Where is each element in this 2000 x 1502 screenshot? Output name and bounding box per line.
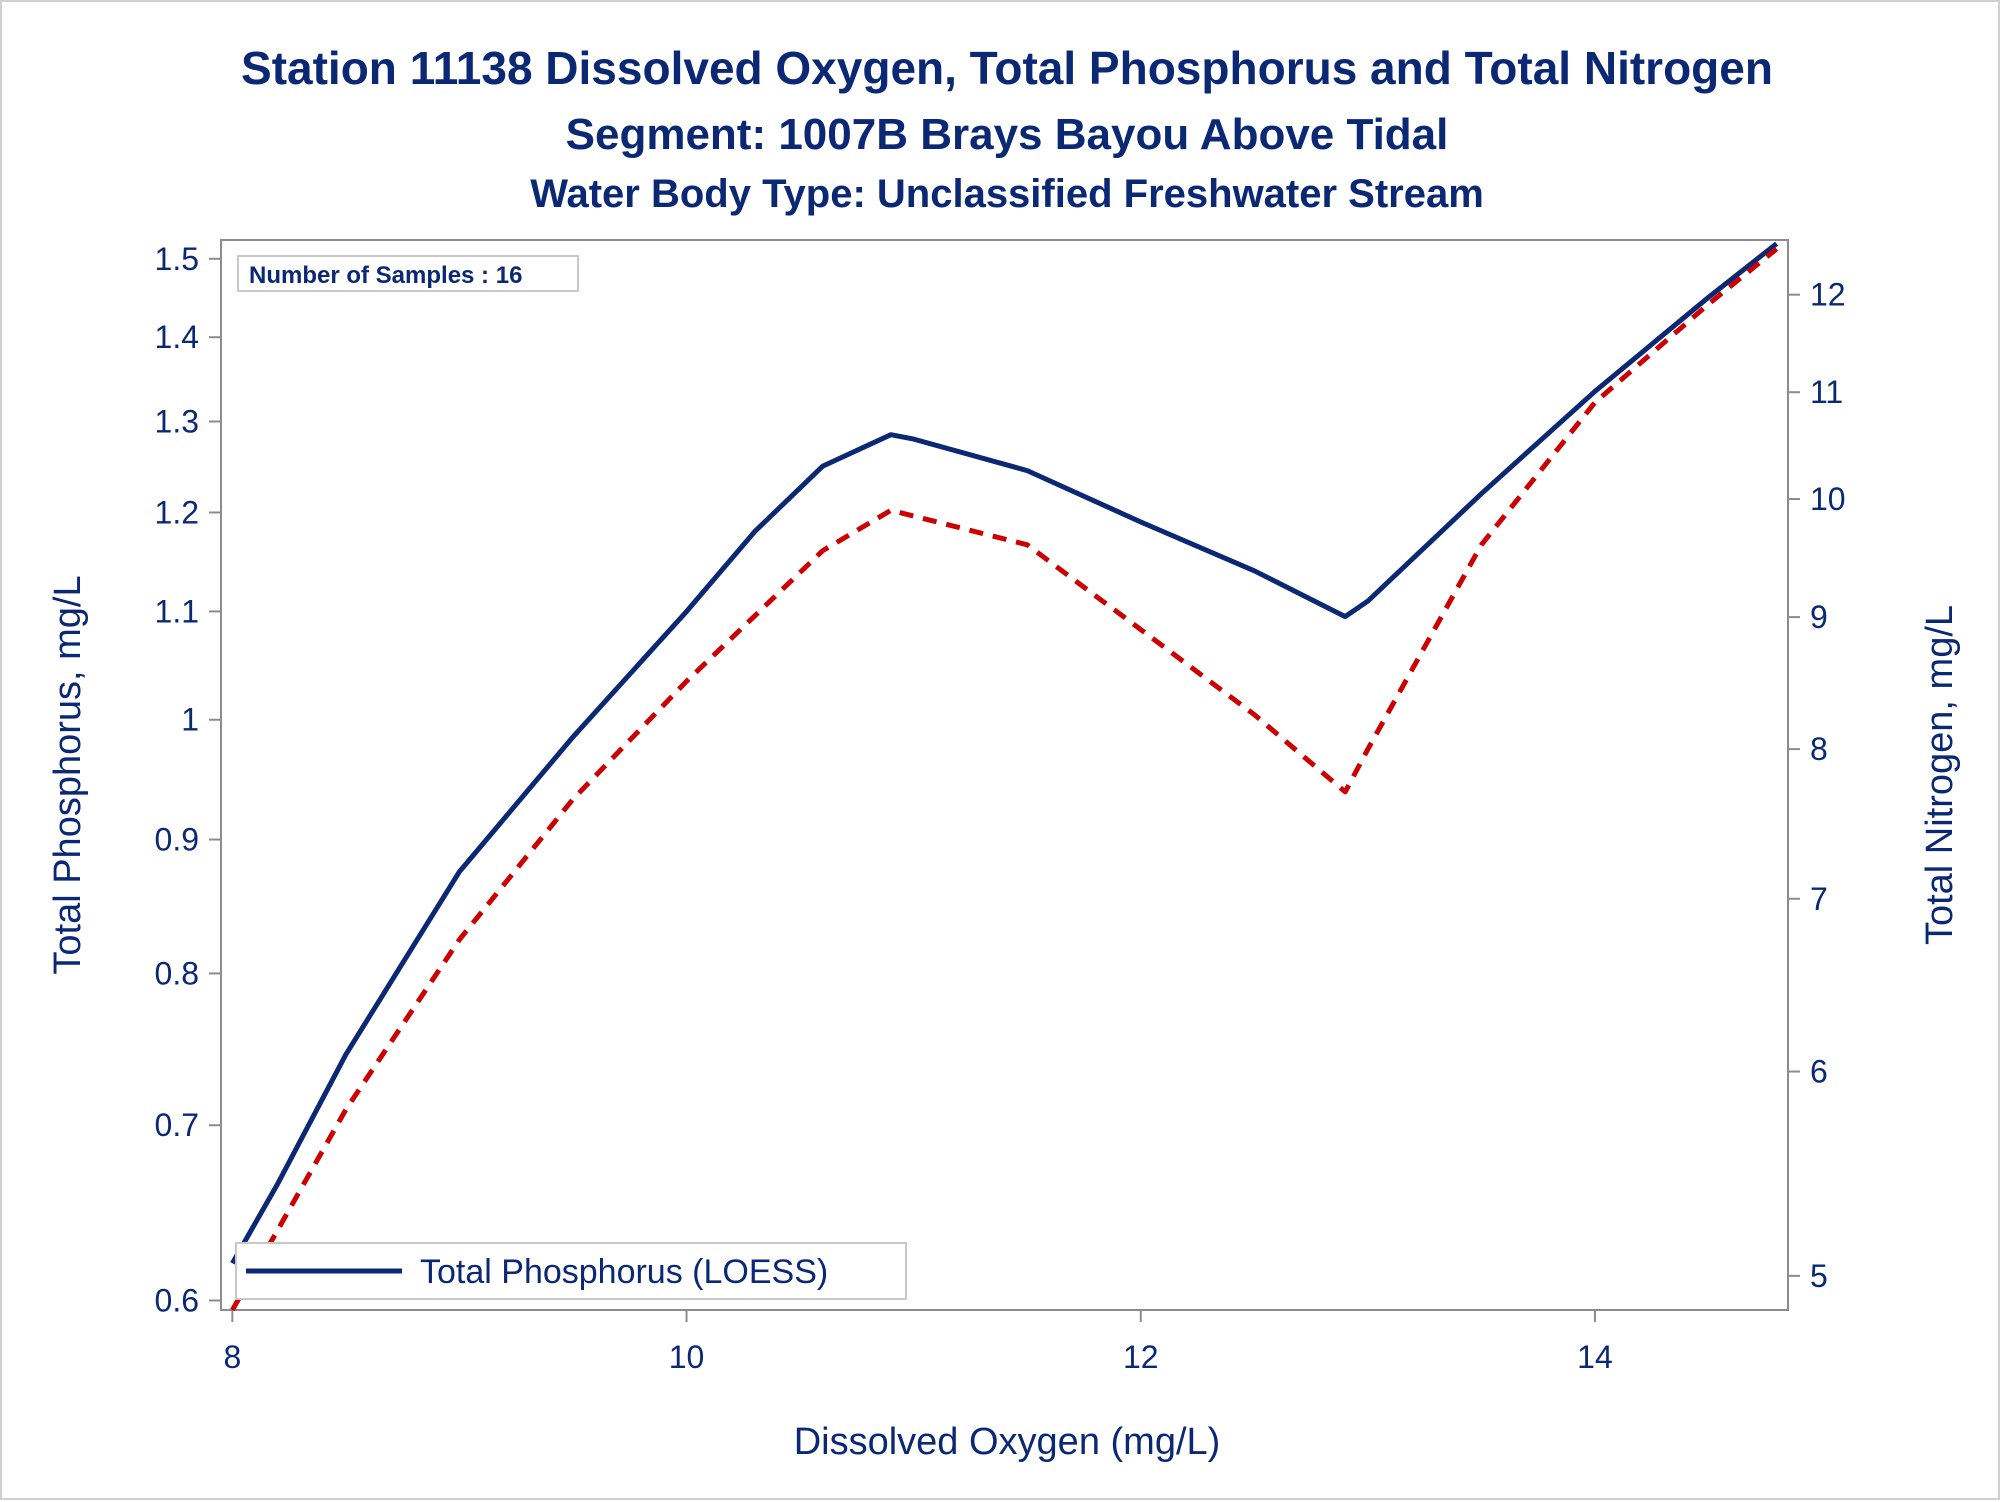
y2-tick-label: 7: [1810, 881, 1828, 917]
y-axis-right: 5 6 7 8 9 10 11 12: [1788, 277, 1846, 1294]
y2-tick-label: 6: [1810, 1054, 1828, 1090]
y2-tick-label: 8: [1810, 731, 1828, 767]
y-tick-label: 1.2: [155, 494, 199, 530]
y-tick-label: 0.8: [155, 955, 199, 991]
y2-tick-label: 12: [1810, 277, 1846, 313]
y2-axis-label: Total Nitrogen, mg/L: [1919, 605, 1961, 945]
y-axis-label: Total Phosphorus, mg/L: [47, 575, 89, 974]
y2-tick-label: 10: [1810, 481, 1846, 517]
y2-tick-label: 5: [1810, 1258, 1828, 1294]
y-tick-label: 1: [181, 702, 199, 738]
chart-title: Station 11138 Dissolved Oxygen, Total Ph…: [241, 42, 1773, 94]
y2-tick-label: 9: [1810, 599, 1828, 635]
series-line-phosphorus: [230, 241, 1779, 1265]
y2-tick-label: 11: [1810, 374, 1843, 410]
legend: Total Phosphorus (LOESS): [235, 1242, 907, 1300]
x-tick-label: 12: [1123, 1339, 1159, 1375]
plot-area: [220, 239, 1789, 1311]
chart-subtitle-2: Water Body Type: Unclassified Freshwater…: [530, 172, 1484, 216]
series-layer: [230, 241, 1779, 1312]
y-tick-label: 1.4: [155, 319, 199, 355]
chart-subtitle: Segment: 1007B Brays Bayou Above Tidal: [566, 110, 1449, 159]
y-tick-label: 0.9: [155, 822, 199, 858]
x-axis-label: Dissolved Oxygen (mg/L): [794, 1421, 1221, 1463]
y-tick-label: 0.6: [155, 1282, 199, 1318]
x-tick-label: 10: [669, 1339, 705, 1375]
x-tick-label: 8: [223, 1339, 241, 1375]
y-tick-label: 1.5: [155, 241, 199, 277]
y-axis-left: 0.6 0.7 0.8 0.9 1 1.1 1.2 1.3 1.4 1.5: [155, 241, 221, 1318]
x-tick-label: 14: [1577, 1339, 1613, 1375]
y-tick-label: 1.1: [155, 593, 199, 629]
y-tick-label: 0.7: [155, 1107, 199, 1143]
legend-label-phosphorus: Total Phosphorus (LOESS): [420, 1253, 828, 1291]
y-tick-label: 1.3: [155, 403, 199, 439]
sample-count-text: Number of Samples : 16: [249, 262, 522, 289]
series-line-nitrogen: [230, 246, 1779, 1312]
x-axis: 8 10 12 14: [223, 1310, 1613, 1375]
sample-count-note: Number of Samples : 16: [237, 255, 579, 292]
